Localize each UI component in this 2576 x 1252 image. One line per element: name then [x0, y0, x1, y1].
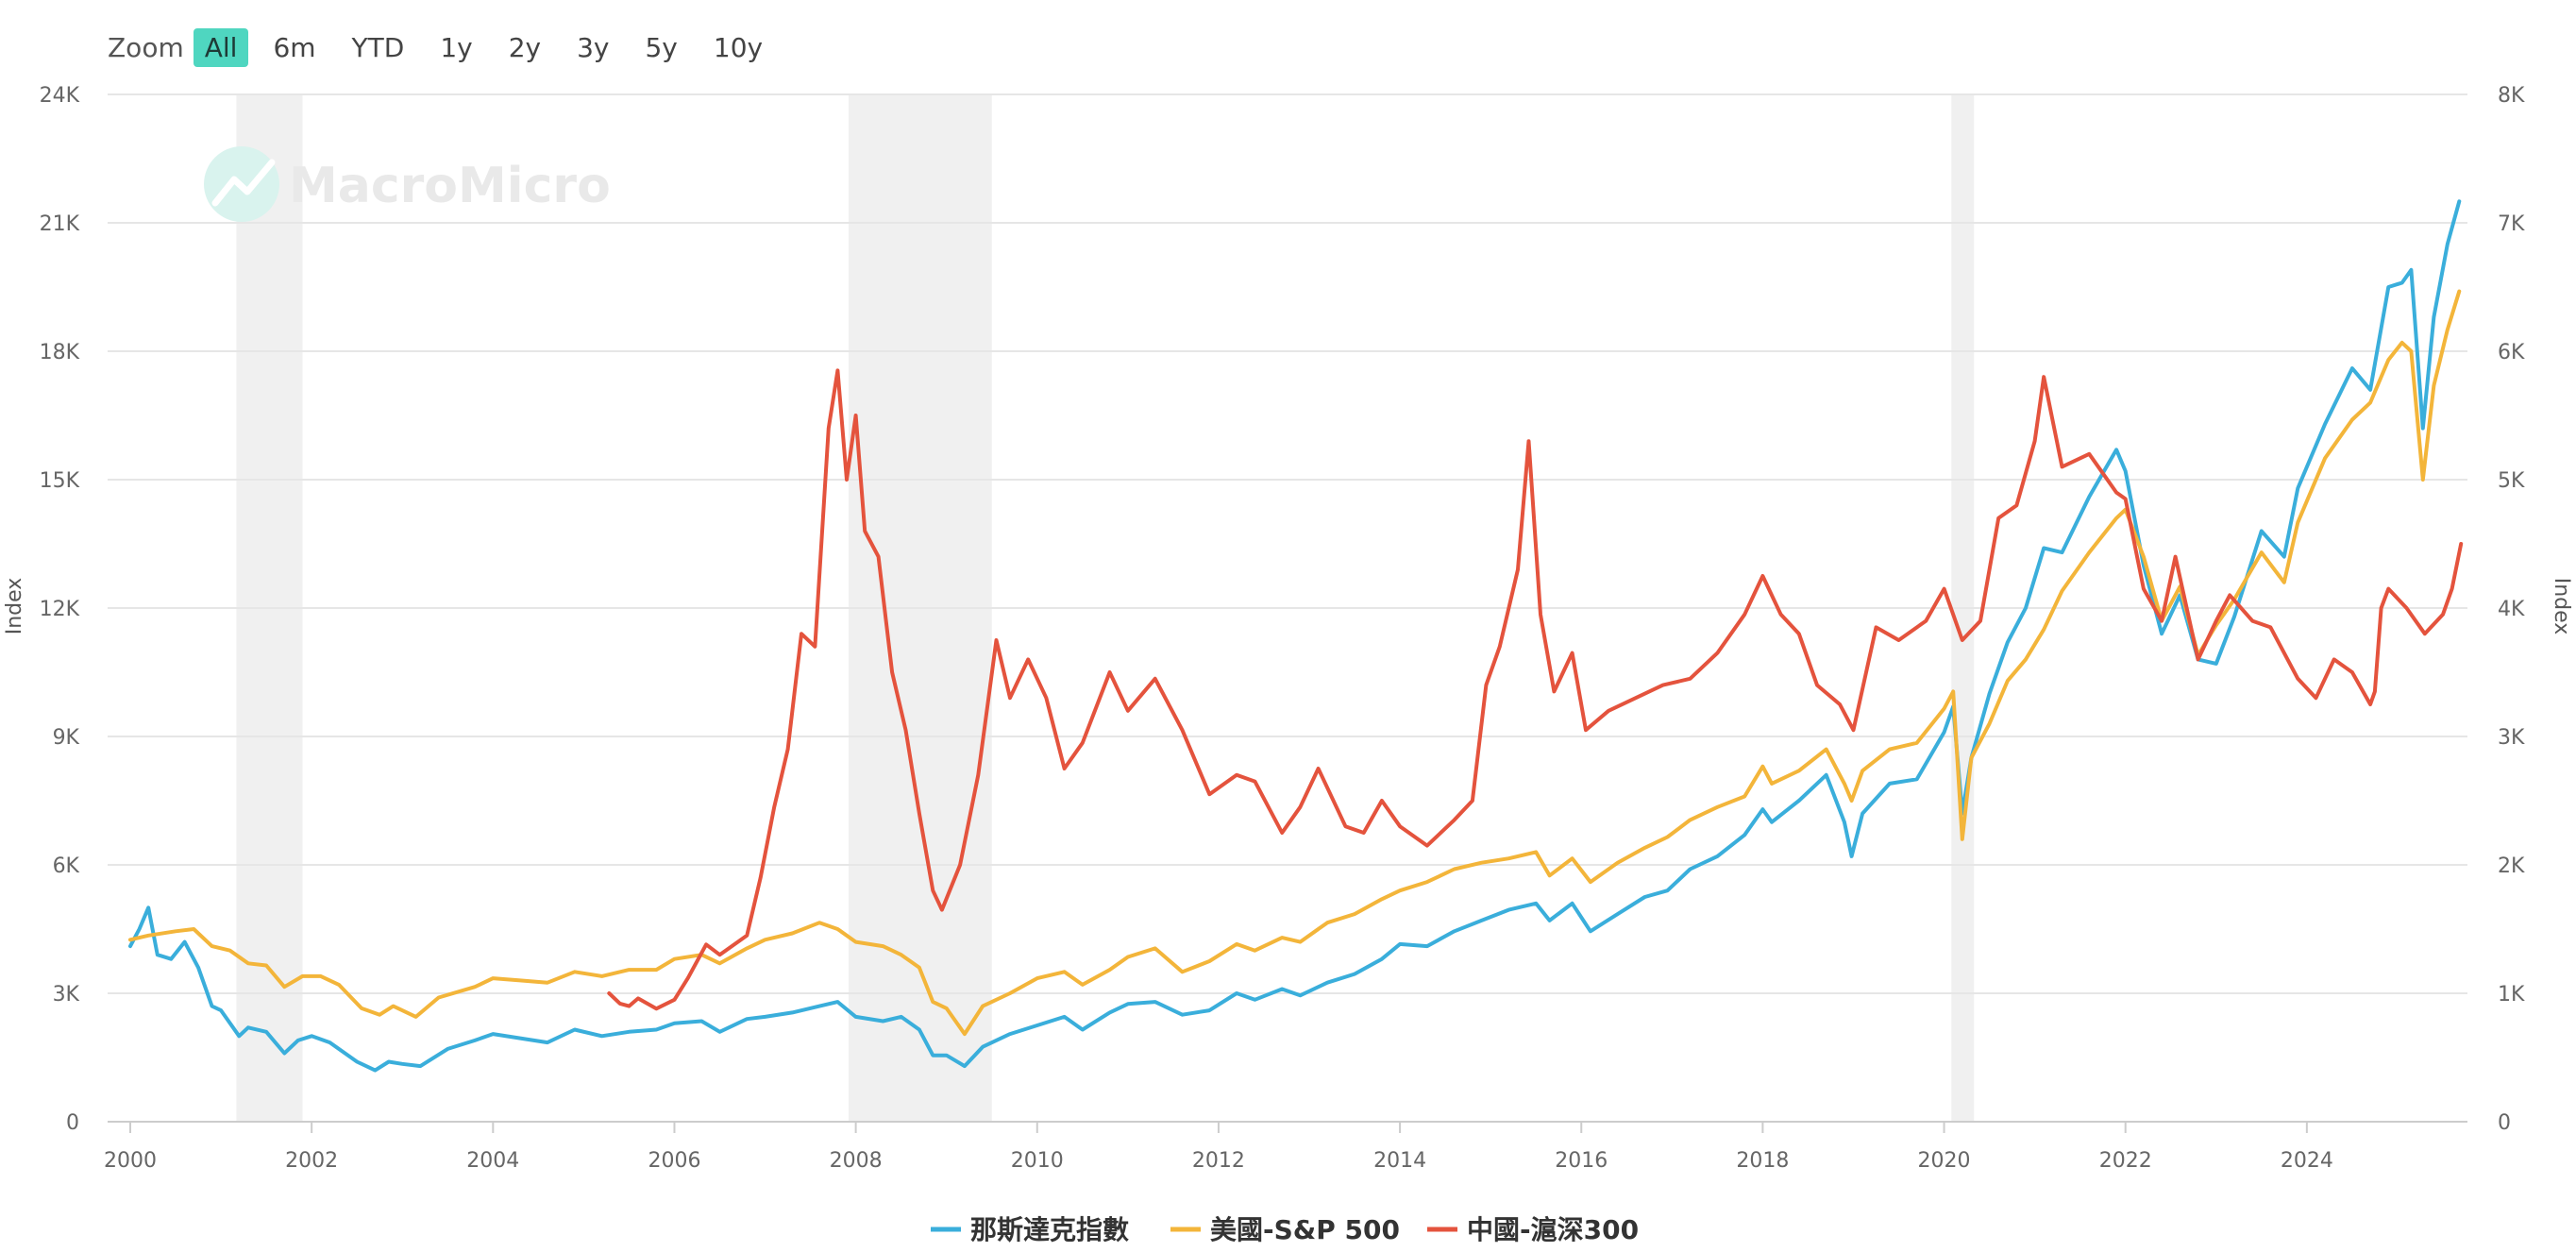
- series-line-1[interactable]: [128, 289, 2462, 1037]
- x-tick-label: 2018: [1736, 1149, 1789, 1173]
- zoom-bar: Zoom All 6m YTD 1y 2y 3y 5y 10y: [108, 25, 787, 70]
- y-left-tick-label: 24K: [40, 84, 80, 108]
- y-left-tick-label: 0: [66, 1111, 79, 1135]
- x-tick-label: 2008: [830, 1149, 883, 1173]
- y-left-tick-label: 18K: [40, 341, 80, 364]
- x-tick-label: 2024: [2281, 1149, 2333, 1173]
- x-tick-label: 2020: [1918, 1149, 1971, 1173]
- watermark: MacroMicro: [204, 146, 611, 222]
- x-tick-label: 2000: [104, 1149, 157, 1173]
- y-right-tick-label: 2K: [2498, 854, 2525, 878]
- series-lines: [128, 199, 2464, 1073]
- gridlines: [108, 93, 2467, 994]
- y-axis-left: 0 3K 6K 9K 12K 15K 18K 21K 24K: [40, 84, 80, 1135]
- zoom-btn-2y[interactable]: 2y: [508, 31, 542, 63]
- x-tick-label: 2012: [1192, 1149, 1245, 1173]
- x-axis: 2000 2002 2004 2006 2008 2010 2012 2014 2016 2018…: [104, 1121, 2467, 1173]
- legend-item-csi300[interactable]: 中國-滬深300: [1427, 1214, 1639, 1245]
- series-line-2[interactable]: [607, 368, 2464, 1011]
- y-right-tick-label: 7K: [2498, 212, 2525, 236]
- legend-item-sp500[interactable]: 美國-S&P 500: [1170, 1214, 1400, 1245]
- y-right-tick-label: 4K: [2498, 598, 2525, 621]
- y-left-tick-label: 21K: [40, 212, 80, 236]
- x-tick-label: 2002: [285, 1149, 338, 1173]
- legend-item-nasdaq[interactable]: 那斯達克指數: [931, 1214, 1129, 1245]
- x-tick-label: 2014: [1373, 1149, 1426, 1173]
- y-left-tick-label: 15K: [40, 469, 80, 493]
- legend-label-nasdaq: 那斯達克指數: [970, 1214, 1129, 1245]
- y-right-tick-label: 3K: [2498, 726, 2525, 750]
- y-left-tick-label: 9K: [53, 726, 80, 750]
- series-line-0[interactable]: [128, 199, 2462, 1073]
- legend: 那斯達克指數 美國-S&P 500 中國-滬深300: [931, 1214, 1639, 1245]
- y-right-tick-label: 6K: [2498, 341, 2525, 364]
- y-left-tick-label: 3K: [53, 983, 80, 1007]
- y-right-tick-label: 5K: [2498, 469, 2525, 493]
- y-axis-left-title: Index: [3, 578, 26, 635]
- legend-label-sp500: 美國-S&P 500: [1210, 1214, 1400, 1245]
- x-tick-label: 2006: [648, 1149, 700, 1173]
- x-tick-label: 2016: [1555, 1149, 1608, 1173]
- zoom-btn-1y[interactable]: 1y: [440, 31, 473, 63]
- zoom-btn-3y[interactable]: 3y: [577, 31, 610, 63]
- y-right-tick-label: 8K: [2498, 84, 2525, 108]
- watermark-logo-stroke-icon: [211, 159, 276, 207]
- y-left-tick-label: 6K: [53, 854, 80, 878]
- x-tick-label: 2010: [1011, 1149, 1064, 1173]
- legend-label-csi300: 中國-滬深300: [1467, 1214, 1639, 1245]
- y-right-tick-label: 0: [2498, 1111, 2511, 1135]
- x-tick-label: 2022: [2099, 1149, 2152, 1173]
- zoom-btn-5y[interactable]: 5y: [645, 31, 678, 63]
- x-tick-label: 2004: [466, 1149, 519, 1173]
- zoom-btn-ytd[interactable]: YTD: [351, 31, 405, 63]
- y-axis-right: 0 1K 2K 3K 4K 5K 6K 7K 8K: [2498, 84, 2525, 1135]
- zoom-btn-10y[interactable]: 10y: [713, 31, 764, 63]
- zoom-btn-all[interactable]: All: [193, 27, 249, 67]
- y-axis-right-title: Index: [2550, 578, 2573, 635]
- zoom-label: Zoom: [108, 31, 184, 63]
- watermark-text: MacroMicro: [289, 158, 611, 214]
- y-left-tick-label: 12K: [40, 598, 80, 621]
- y-right-tick-label: 1K: [2498, 983, 2525, 1007]
- zoom-btn-6m[interactable]: 6m: [273, 31, 316, 63]
